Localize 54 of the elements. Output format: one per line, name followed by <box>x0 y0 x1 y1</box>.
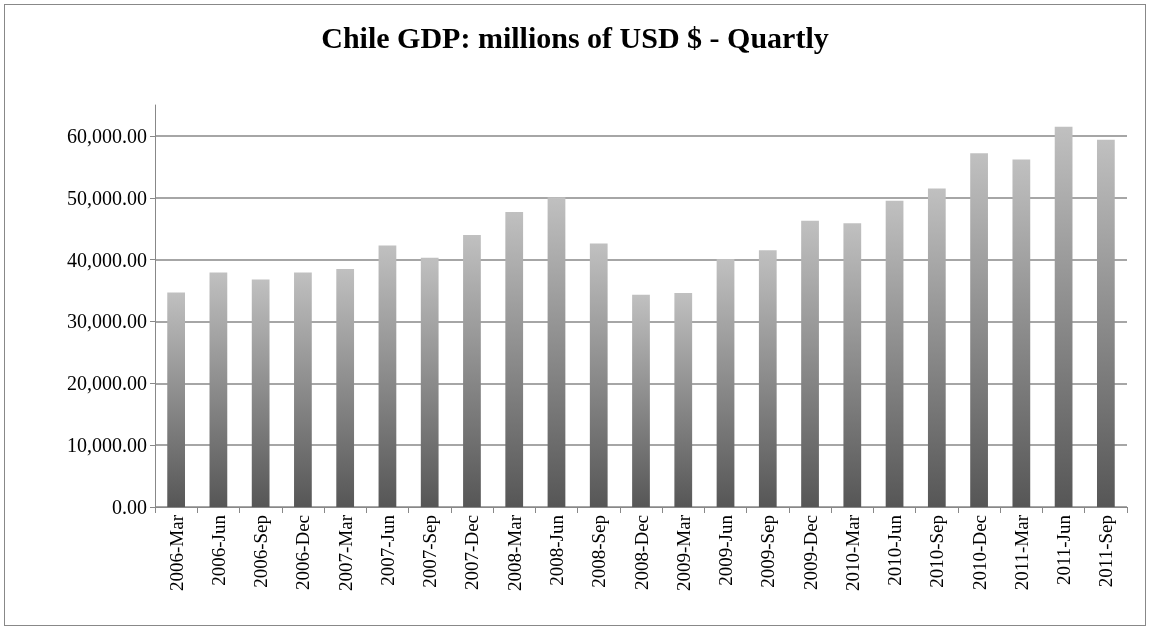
bar <box>547 197 566 507</box>
bar <box>885 200 904 507</box>
x-tick-label: 2008-Jun <box>545 514 567 586</box>
x-tick-label: 2009-Mar <box>672 514 694 591</box>
x-tick-label: 2010-Mar <box>841 514 863 591</box>
bar <box>801 220 819 507</box>
x-tick-label: 2009-Sep <box>757 515 779 588</box>
bar <box>209 272 228 507</box>
bar <box>336 268 355 507</box>
x-tick-label: 2011-Mar <box>1010 514 1032 591</box>
x-tick-label: 2009-Dec <box>799 515 821 590</box>
bar <box>970 153 988 507</box>
y-tick-label: 60,000.00 <box>67 124 147 147</box>
x-tick-label: 2010-Sep <box>926 515 948 588</box>
y-tick-label: 40,000.00 <box>67 248 147 271</box>
x-tick-label: 2010-Jun <box>884 514 906 586</box>
x-tick-label: 2007-Dec <box>461 515 483 590</box>
x-tick-label: 2008-Mar <box>503 514 525 591</box>
x-tick-label: 2007-Mar <box>334 514 356 591</box>
x-tick-label: 2009-Jun <box>715 514 737 586</box>
y-tick-label: 30,000.00 <box>67 310 147 333</box>
x-tick-label: 2006-Dec <box>292 515 314 590</box>
bar <box>843 223 862 507</box>
bar <box>1096 139 1115 507</box>
bar <box>378 245 397 507</box>
bar <box>251 279 270 507</box>
y-tick-label: 10,000.00 <box>67 434 147 457</box>
bar <box>927 188 946 507</box>
x-tick-label: 2007-Sep <box>419 515 441 588</box>
x-tick-label: 2006-Sep <box>250 515 272 588</box>
bar <box>420 257 439 507</box>
y-tick-label: 50,000.00 <box>67 186 147 209</box>
x-tick-label: 2006-Mar <box>165 514 187 591</box>
bar <box>1012 159 1031 507</box>
bar <box>632 294 650 507</box>
bar <box>1054 126 1073 507</box>
bar <box>505 211 524 507</box>
bar <box>589 243 608 507</box>
bar <box>463 234 481 507</box>
bar <box>716 259 735 507</box>
x-tick-label: 2008-Dec <box>630 515 652 590</box>
x-tick-label: 2010-Dec <box>968 515 990 590</box>
bar <box>167 292 186 507</box>
x-tick-label: 2011-Sep <box>1095 515 1117 588</box>
x-tick-label: 2008-Sep <box>588 515 610 588</box>
y-tick-label: 0.00 <box>112 496 147 518</box>
bar <box>758 250 777 507</box>
y-tick-label: 20,000.00 <box>67 372 147 395</box>
x-tick-label: 2007-Jun <box>376 514 398 586</box>
x-tick-label: 2011-Jun <box>1053 514 1075 586</box>
chart-title: Chile GDP: millions of USD $ - Quartly <box>321 20 829 54</box>
bar <box>294 272 312 507</box>
bar <box>674 293 693 507</box>
x-tick-label: 2006-Jun <box>207 514 229 586</box>
